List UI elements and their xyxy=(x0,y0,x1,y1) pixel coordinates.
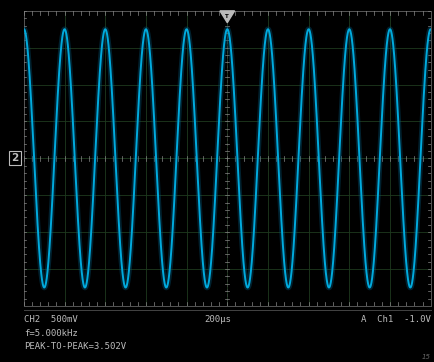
Text: f=5.000kHz: f=5.000kHz xyxy=(24,329,78,338)
Text: 2: 2 xyxy=(11,153,19,163)
Text: A  Ch1  -1.0V: A Ch1 -1.0V xyxy=(360,315,430,324)
Text: CH2  500mV: CH2 500mV xyxy=(24,315,78,324)
Text: 15: 15 xyxy=(421,354,430,360)
Polygon shape xyxy=(220,11,234,23)
Text: T: T xyxy=(225,14,229,19)
Text: 200μs: 200μs xyxy=(204,315,230,324)
Text: PEAK-TO-PEAK=3.502V: PEAK-TO-PEAK=3.502V xyxy=(24,342,126,351)
